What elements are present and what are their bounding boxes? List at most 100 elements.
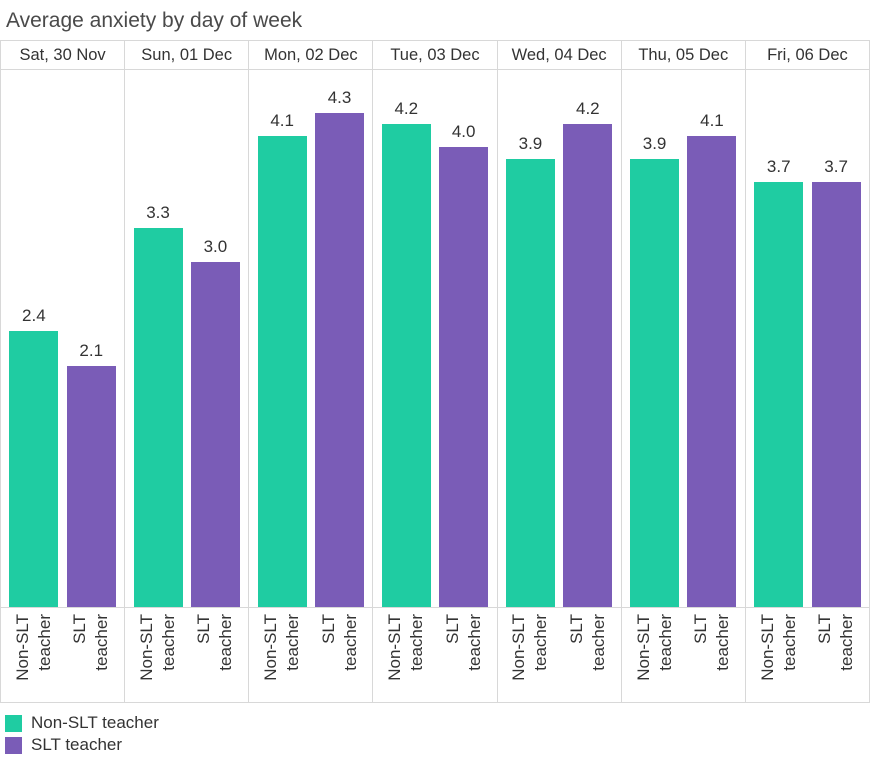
day-panel: 3.9 4.2 Non-SLT teacher SLT teacher bbox=[496, 70, 621, 703]
tick-slot: SLT teacher bbox=[439, 608, 488, 702]
legend-item-slt: SLT teacher bbox=[5, 734, 870, 756]
column-header: Thu, 05 Dec bbox=[620, 41, 745, 69]
bar bbox=[505, 158, 555, 607]
x-tick-label: Non-SLT teacher bbox=[385, 614, 427, 681]
bar-slot: 4.2 bbox=[563, 70, 613, 607]
tick-slot: Non-SLT teacher bbox=[134, 608, 183, 702]
bar bbox=[315, 112, 365, 607]
tick-slot: Non-SLT teacher bbox=[258, 608, 307, 702]
bar-value-label: 4.0 bbox=[451, 122, 476, 141]
tick-slot: SLT teacher bbox=[67, 608, 116, 702]
bar-value-label: 4.1 bbox=[270, 110, 294, 130]
bar bbox=[66, 365, 116, 607]
bar-slot: 3.9 bbox=[505, 70, 555, 607]
tick-slot: Non-SLT teacher bbox=[630, 608, 679, 702]
tick-slot: Non-SLT teacher bbox=[382, 608, 431, 702]
tick-slot: SLT teacher bbox=[812, 608, 861, 702]
x-tick-label: SLT teacher bbox=[815, 614, 857, 671]
column-header: Tue, 03 Dec bbox=[372, 41, 496, 69]
bar-slot: 3.7 bbox=[754, 70, 804, 607]
panel-plot-area: 3.9 4.1 bbox=[621, 70, 745, 608]
day-panel: 4.1 4.3 Non-SLT teacher SLT teacher bbox=[248, 70, 373, 703]
panel-tick-area: Non-SLT teacher SLT teacher bbox=[745, 608, 869, 703]
legend-label-non-slt: Non-SLT teacher bbox=[31, 713, 159, 732]
legend-label-slt: SLT teacher bbox=[31, 735, 123, 754]
bar-value-label: 3.9 bbox=[518, 133, 543, 153]
x-tick-label: Non-SLT teacher bbox=[757, 614, 799, 681]
column-header: Wed, 04 Dec bbox=[496, 41, 621, 69]
bar bbox=[257, 135, 307, 607]
bar bbox=[754, 181, 804, 607]
x-tick-label: Non-SLT teacher bbox=[509, 614, 551, 681]
bar-value-label: 4.3 bbox=[327, 87, 352, 107]
x-tick-label: SLT teacher bbox=[194, 614, 236, 671]
day-panel: 4.2 4.0 Non-SLT teacher SLT teacher bbox=[372, 70, 497, 703]
bar bbox=[687, 135, 737, 607]
panel-tick-area: Non-SLT teacher SLT teacher bbox=[249, 608, 373, 703]
bar-slot: 2.1 bbox=[66, 70, 116, 607]
bar bbox=[133, 227, 183, 607]
panel-plot-area: 3.9 4.2 bbox=[497, 70, 621, 608]
bar-value-label: 3.3 bbox=[146, 202, 170, 222]
bar-value-label: 4.1 bbox=[700, 110, 724, 130]
bar-slot: 2.4 bbox=[9, 70, 59, 607]
legend-item-non-slt: Non-SLT teacher bbox=[5, 712, 870, 734]
bar bbox=[9, 331, 59, 607]
tick-slot: SLT teacher bbox=[687, 608, 736, 702]
bar-slot: 3.3 bbox=[133, 70, 183, 607]
bar-value-label: 4.2 bbox=[394, 99, 419, 118]
panel-plot-area: 4.2 4.0 bbox=[373, 70, 497, 608]
column-header: Fri, 06 Dec bbox=[744, 41, 869, 69]
legend-swatch-slt bbox=[5, 736, 22, 754]
day-panel: 2.4 2.1 Non-SLT teacher SLT teacher bbox=[1, 70, 125, 703]
day-panel: 3.7 3.7 Non-SLT teacher SLT teacher bbox=[744, 70, 869, 703]
bar bbox=[190, 262, 240, 607]
bar-slot: 4.1 bbox=[687, 70, 737, 607]
panel-plot-area: 3.7 3.7 bbox=[745, 70, 869, 608]
bar-value-label: 4.2 bbox=[575, 99, 600, 118]
x-tick-label: Non-SLT teacher bbox=[12, 614, 54, 681]
x-tick-label: SLT teacher bbox=[318, 614, 360, 671]
bar-value-label: 3.7 bbox=[766, 156, 791, 176]
day-panel: 3.3 3.0 Non-SLT teacher SLT teacher bbox=[124, 70, 249, 703]
panel-plot-area: 3.3 3.0 bbox=[125, 70, 249, 608]
panel-plot-area: 4.1 4.3 bbox=[249, 70, 373, 608]
column-header: Sat, 30 Nov bbox=[19, 46, 106, 64]
x-tick-label: SLT teacher bbox=[442, 614, 484, 671]
bar-value-label: 2.4 bbox=[22, 306, 46, 325]
bar-slot: 3.7 bbox=[811, 70, 861, 607]
panel-tick-area: Non-SLT teacher SLT teacher bbox=[497, 608, 621, 703]
tick-slot: Non-SLT teacher bbox=[9, 608, 58, 702]
panel-tick-area: Non-SLT teacher SLT teacher bbox=[621, 608, 745, 703]
column-header: Mon, 02 Dec bbox=[248, 41, 372, 69]
bar bbox=[630, 158, 680, 607]
bar bbox=[439, 147, 489, 607]
tick-slot: SLT teacher bbox=[563, 608, 612, 702]
chart-panels: 2.4 2.1 Non-SLT teacher SLT teacher 3.3 3… bbox=[1, 70, 869, 703]
bar bbox=[381, 124, 431, 607]
column-headers: Sat, 30 Nov Sun, 01 Dec Mon, 02 Dec Tue, 03… bbox=[1, 40, 869, 70]
tick-slot: Non-SLT teacher bbox=[506, 608, 555, 702]
bar bbox=[563, 124, 613, 607]
chart-legend: Non-SLT teacher SLT teacher bbox=[5, 712, 870, 756]
bar-slot: 4.0 bbox=[439, 70, 489, 607]
bar-slot: 4.1 bbox=[257, 70, 307, 607]
panel-plot-area: 2.4 2.1 bbox=[1, 70, 125, 608]
x-tick-label: Non-SLT teacher bbox=[261, 614, 303, 681]
bar-value-label: 2.1 bbox=[79, 340, 104, 360]
legend-swatch-non-slt bbox=[5, 714, 22, 732]
tick-slot: SLT teacher bbox=[315, 608, 364, 702]
column-header: Sun, 01 Dec bbox=[124, 41, 248, 69]
chart-title: Average anxiety by day of week bbox=[6, 9, 303, 32]
x-tick-label: SLT teacher bbox=[566, 614, 608, 671]
bar-slot: 3.0 bbox=[190, 70, 240, 607]
panel-tick-area: Non-SLT teacher SLT teacher bbox=[373, 608, 497, 703]
bar bbox=[811, 181, 861, 607]
panel-tick-area: Non-SLT teacher SLT teacher bbox=[1, 608, 125, 703]
tick-slot: SLT teacher bbox=[191, 608, 240, 702]
tick-slot: Non-SLT teacher bbox=[754, 608, 803, 702]
bar-value-label: 3.9 bbox=[642, 133, 667, 153]
day-panel: 3.9 4.1 Non-SLT teacher SLT teacher bbox=[620, 70, 745, 703]
bar-value-label: 3.0 bbox=[203, 237, 228, 256]
